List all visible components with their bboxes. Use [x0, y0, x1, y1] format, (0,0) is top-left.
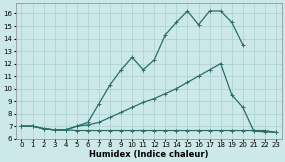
X-axis label: Humidex (Indice chaleur): Humidex (Indice chaleur) — [89, 150, 209, 159]
